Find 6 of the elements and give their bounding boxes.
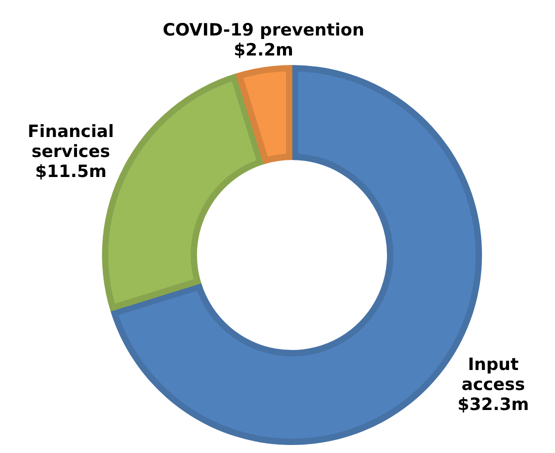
data-label: $11.5m (35, 162, 107, 182)
data-label: $2.2m (234, 40, 294, 60)
data-label: $32.3m (457, 394, 529, 415)
slice-label: Input access (462, 354, 525, 395)
slice-label: Financial services (28, 122, 114, 162)
slice-label: COVID-19 prevention (162, 20, 364, 40)
